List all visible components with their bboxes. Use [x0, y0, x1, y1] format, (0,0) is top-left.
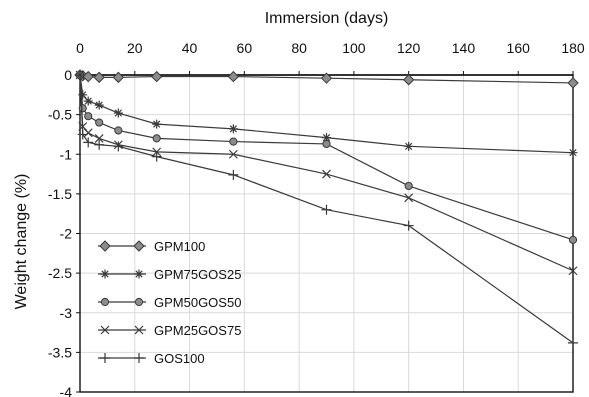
marker-diamond: [112, 71, 125, 84]
marker-asterisk: [568, 148, 578, 158]
marker-plus: [77, 129, 88, 140]
legend-label: GPM100: [154, 239, 205, 254]
series-gpm100: [74, 69, 579, 89]
y-tick-label: -4: [60, 384, 73, 397]
legend-label: GPM25GOS75: [154, 323, 241, 338]
marker-x: [100, 325, 110, 335]
marker-plus: [228, 169, 239, 180]
marker-asterisk: [94, 100, 104, 110]
marker-plus: [568, 337, 578, 348]
y-tick-label: -3: [60, 305, 73, 321]
grid: [79, 74, 574, 393]
y-tick-label: -2.5: [48, 265, 72, 281]
marker-x: [94, 133, 104, 143]
marker-diamond: [99, 240, 111, 252]
marker-circle: [229, 137, 238, 146]
x-tick-label: 60: [237, 40, 253, 56]
y-tick-label: -0.5: [48, 107, 72, 123]
marker-x: [228, 149, 238, 159]
y-tick-label: -2: [60, 226, 73, 242]
x-tick-label: 80: [291, 40, 307, 56]
marker-x: [568, 266, 578, 276]
legend-label: GPM75GOS25: [154, 267, 241, 282]
legend-label: GPM50GOS50: [154, 295, 241, 310]
series-gos100: [75, 70, 578, 348]
marker-asterisk: [78, 90, 88, 100]
marker-circle: [100, 297, 110, 307]
x-tick-label: 20: [127, 40, 143, 56]
marker-asterisk: [228, 124, 238, 134]
x-tick-label: 180: [561, 40, 585, 56]
marker-asterisk: [134, 269, 144, 279]
marker-plus: [94, 139, 105, 150]
marker-circle: [114, 126, 123, 135]
y-tick-label: -3.5: [48, 344, 72, 360]
marker-asterisk: [83, 96, 93, 106]
marker-diamond: [320, 72, 333, 84]
y-tick-label: 0: [64, 67, 72, 83]
marker-plus: [100, 353, 110, 363]
marker-diamond: [150, 70, 163, 83]
marker-x: [134, 325, 144, 335]
series-gpm50gos50: [75, 70, 578, 244]
marker-asterisk: [404, 141, 414, 151]
marker-circle: [78, 104, 87, 113]
marker-diamond: [227, 70, 240, 83]
legend-item: GPM50GOS50: [98, 295, 241, 310]
x-tick-label: 140: [452, 40, 476, 56]
marker-circle: [152, 134, 161, 143]
series-gpm75gos25: [75, 70, 578, 158]
marker-diamond: [93, 71, 105, 84]
legend-item: GOS100: [98, 351, 205, 366]
x-axis-title: Immersion (days): [265, 10, 389, 27]
marker-x: [83, 128, 93, 138]
marker-diamond: [402, 74, 415, 86]
series-group: [74, 69, 579, 348]
x-tick-label: 100: [342, 40, 366, 56]
marker-plus: [83, 137, 94, 148]
series-gpm25gos75: [75, 70, 578, 276]
marker-asterisk: [100, 269, 110, 279]
marker-diamond: [567, 77, 579, 89]
marker-asterisk: [152, 119, 162, 129]
marker-plus: [403, 220, 414, 231]
y-tick-label: -1: [60, 146, 73, 162]
marker-plus: [321, 204, 332, 215]
legend: GPM100 GPM75GOS25 GPM50GOS50 GPM25GOS75 GOS1…: [98, 239, 241, 366]
marker-x: [404, 193, 414, 203]
marker-circle: [134, 297, 144, 307]
marker-circle: [84, 112, 93, 121]
marker-circle: [95, 118, 104, 127]
y-axis-title: Weight change (%): [13, 174, 30, 310]
legend-item: GPM100: [98, 239, 205, 254]
marker-circle: [322, 139, 331, 149]
marker-x: [322, 169, 331, 179]
marker-plus: [151, 151, 162, 162]
marker-asterisk: [113, 108, 123, 118]
marker-circle: [404, 181, 413, 191]
x-tick-label: 0: [76, 40, 84, 56]
legend-item: GPM75GOS25: [98, 267, 241, 282]
axis-ticks: 0 20 40 60 80 100 120 140 160 180 0 -0.5 -1 -1.5 -2 -2.…: [48, 40, 585, 397]
x-tick-label: 120: [397, 40, 421, 56]
marker-asterisk: [322, 133, 331, 143]
x-tick-label: 160: [507, 40, 531, 56]
x-tick-label: 40: [182, 40, 198, 56]
marker-circle: [568, 235, 578, 244]
series-line: [79, 74, 574, 241]
marker-plus: [113, 141, 124, 152]
marker-diamond: [133, 240, 145, 252]
y-tick-label: -1.5: [48, 186, 72, 202]
legend-item: GPM25GOS75: [98, 323, 241, 338]
legend-label: GOS100: [154, 351, 205, 366]
series-line: [79, 74, 574, 344]
marker-plus: [75, 70, 85, 80]
marker-plus: [134, 353, 144, 363]
